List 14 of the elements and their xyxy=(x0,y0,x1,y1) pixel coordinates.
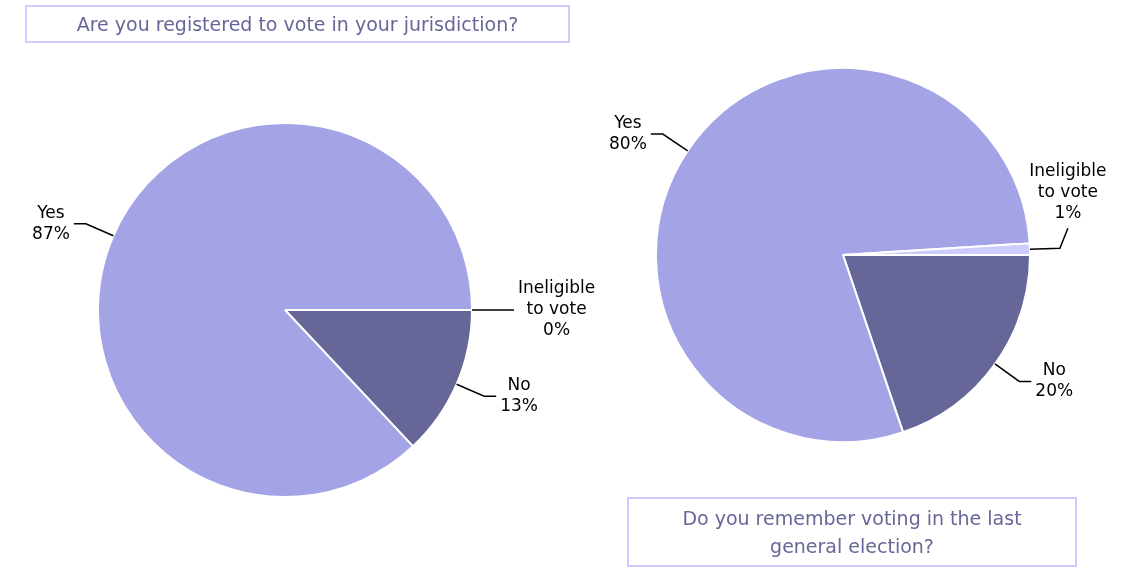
category-label: Ineligible to vote xyxy=(518,277,596,319)
slice-label: Ineligible to vote xyxy=(1029,160,1107,202)
data-label: 13% xyxy=(500,395,538,416)
slice-label: Yes xyxy=(613,112,642,133)
chart-title: Are you registered to vote in your jurisdiction? xyxy=(25,5,570,43)
data-label: 80% xyxy=(609,133,647,154)
data-label: 20% xyxy=(1035,380,1074,401)
slice-label: Yes xyxy=(36,201,65,222)
text: 0% xyxy=(543,319,571,340)
text: Do you remember voting in the last general election? xyxy=(627,497,1077,567)
slice-label: No xyxy=(507,374,531,395)
data-label: 87% xyxy=(32,222,70,243)
slice-label: No xyxy=(1042,359,1066,380)
data-label: 1% xyxy=(1054,202,1082,223)
